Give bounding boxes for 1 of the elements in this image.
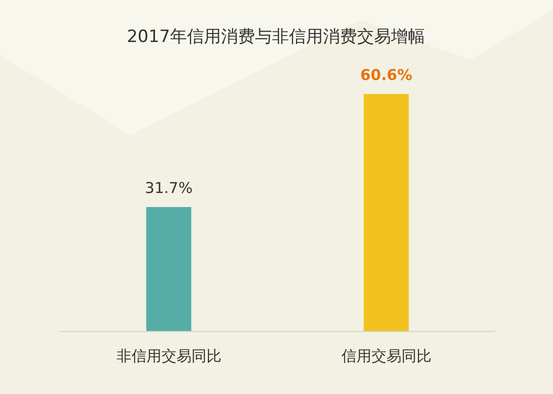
title: 2017年信用消费与非信用消费交易增幅 xyxy=(126,27,426,47)
